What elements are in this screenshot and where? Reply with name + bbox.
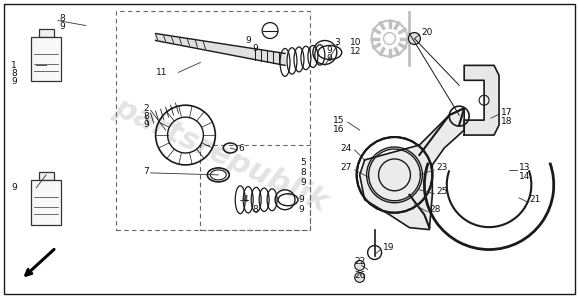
Text: 28: 28 <box>430 205 441 214</box>
Text: 9: 9 <box>59 22 65 31</box>
Polygon shape <box>360 108 464 230</box>
Text: 9: 9 <box>245 36 251 45</box>
Bar <box>200 145 310 230</box>
Text: 25: 25 <box>437 187 448 196</box>
Text: 9: 9 <box>12 183 17 192</box>
Bar <box>39 172 54 180</box>
Text: 1: 1 <box>12 61 17 70</box>
Text: 23: 23 <box>437 163 448 173</box>
Text: 8: 8 <box>143 112 149 121</box>
Text: 9: 9 <box>12 77 17 86</box>
Text: 8: 8 <box>12 69 17 78</box>
Text: 7: 7 <box>143 167 149 176</box>
Text: 5: 5 <box>300 159 306 167</box>
Text: partsrepublik: partsrepublik <box>109 93 332 217</box>
Text: 17: 17 <box>501 108 512 117</box>
Text: 9: 9 <box>300 178 306 187</box>
Circle shape <box>355 272 365 283</box>
Polygon shape <box>156 34 285 65</box>
Text: 14: 14 <box>519 172 530 181</box>
Text: 3: 3 <box>334 38 340 47</box>
Text: 16: 16 <box>334 125 345 134</box>
Text: 21: 21 <box>529 195 540 204</box>
Text: 18: 18 <box>501 117 512 126</box>
Bar <box>31 37 61 81</box>
Circle shape <box>355 260 365 270</box>
Bar <box>39 29 54 37</box>
Text: 8: 8 <box>59 14 65 23</box>
Text: 19: 19 <box>383 243 394 252</box>
Text: 11: 11 <box>156 68 167 77</box>
Text: 27: 27 <box>340 163 351 173</box>
Text: 9: 9 <box>298 205 304 214</box>
Text: 10: 10 <box>350 38 361 47</box>
Text: 9: 9 <box>252 44 258 53</box>
Text: 8: 8 <box>252 205 258 214</box>
Text: 2: 2 <box>143 104 149 113</box>
Text: 12: 12 <box>350 47 361 56</box>
Text: 6: 6 <box>238 144 244 153</box>
Text: 9: 9 <box>326 46 332 55</box>
Text: 4: 4 <box>242 195 248 204</box>
Text: 24: 24 <box>340 144 351 153</box>
Text: 26: 26 <box>355 271 366 280</box>
Polygon shape <box>464 65 499 135</box>
Text: 15: 15 <box>334 116 345 125</box>
Text: 8: 8 <box>300 168 306 177</box>
Text: 13: 13 <box>519 163 530 173</box>
Circle shape <box>408 32 420 44</box>
Text: 9: 9 <box>143 119 149 129</box>
Text: 20: 20 <box>422 28 433 37</box>
Text: 22: 22 <box>355 257 366 266</box>
Text: 9: 9 <box>326 54 332 63</box>
Text: 9: 9 <box>298 195 304 204</box>
Bar <box>31 180 61 225</box>
Bar <box>116 11 310 230</box>
